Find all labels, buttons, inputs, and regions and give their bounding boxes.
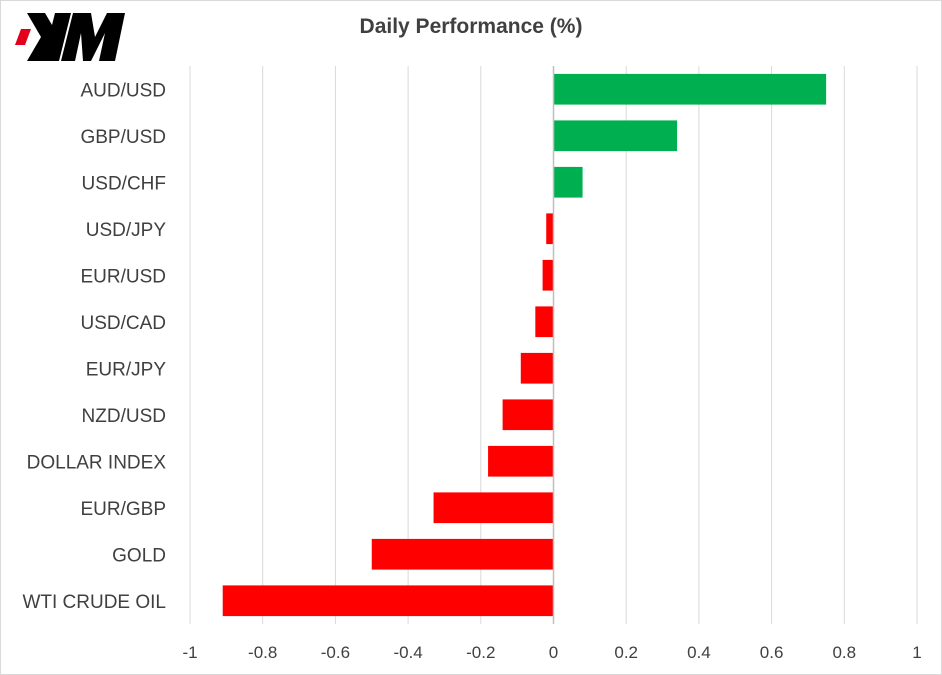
category-label: USD/JPY (86, 220, 167, 241)
bar (433, 492, 554, 524)
bar (546, 213, 554, 245)
x-tick-label: -0.6 (321, 643, 350, 662)
x-tick-label: -0.8 (248, 643, 277, 662)
x-tick-label: 0.6 (760, 643, 784, 662)
chart-title: Daily Performance (%) (359, 15, 583, 38)
category-label: USD/CHF (82, 173, 166, 194)
category-label: EUR/USD (80, 266, 166, 287)
category-label: DOLLAR INDEX (27, 452, 167, 473)
x-tick-label: 0 (549, 643, 558, 662)
bar (488, 445, 554, 477)
category-label: EUR/JPY (86, 359, 167, 380)
category-label: WTI CRUDE OIL (22, 592, 166, 613)
category-label: AUD/USD (80, 80, 166, 101)
x-tick-label: -0.2 (466, 643, 495, 662)
bar (553, 166, 583, 198)
bar (520, 352, 554, 384)
x-tick-label: 0.2 (614, 643, 638, 662)
bar (371, 538, 554, 570)
bar (553, 120, 678, 152)
category-label: NZD/USD (82, 406, 166, 427)
bar (222, 585, 554, 617)
x-tick-label: 0.8 (832, 643, 856, 662)
category-label: USD/CAD (80, 313, 166, 334)
category-label: GBP/USD (80, 127, 166, 148)
x-tick-label: -0.4 (393, 643, 422, 662)
x-tick-label: -1 (182, 643, 197, 662)
bar (535, 306, 554, 338)
category-label: EUR/GBP (80, 499, 166, 520)
category-label: GOLD (112, 545, 166, 566)
bar (553, 73, 827, 105)
bar (502, 399, 554, 431)
x-tick-label: 1 (912, 643, 921, 662)
xm-logo (15, 11, 127, 63)
x-tick-label: 0.4 (687, 643, 711, 662)
bar (542, 259, 554, 291)
